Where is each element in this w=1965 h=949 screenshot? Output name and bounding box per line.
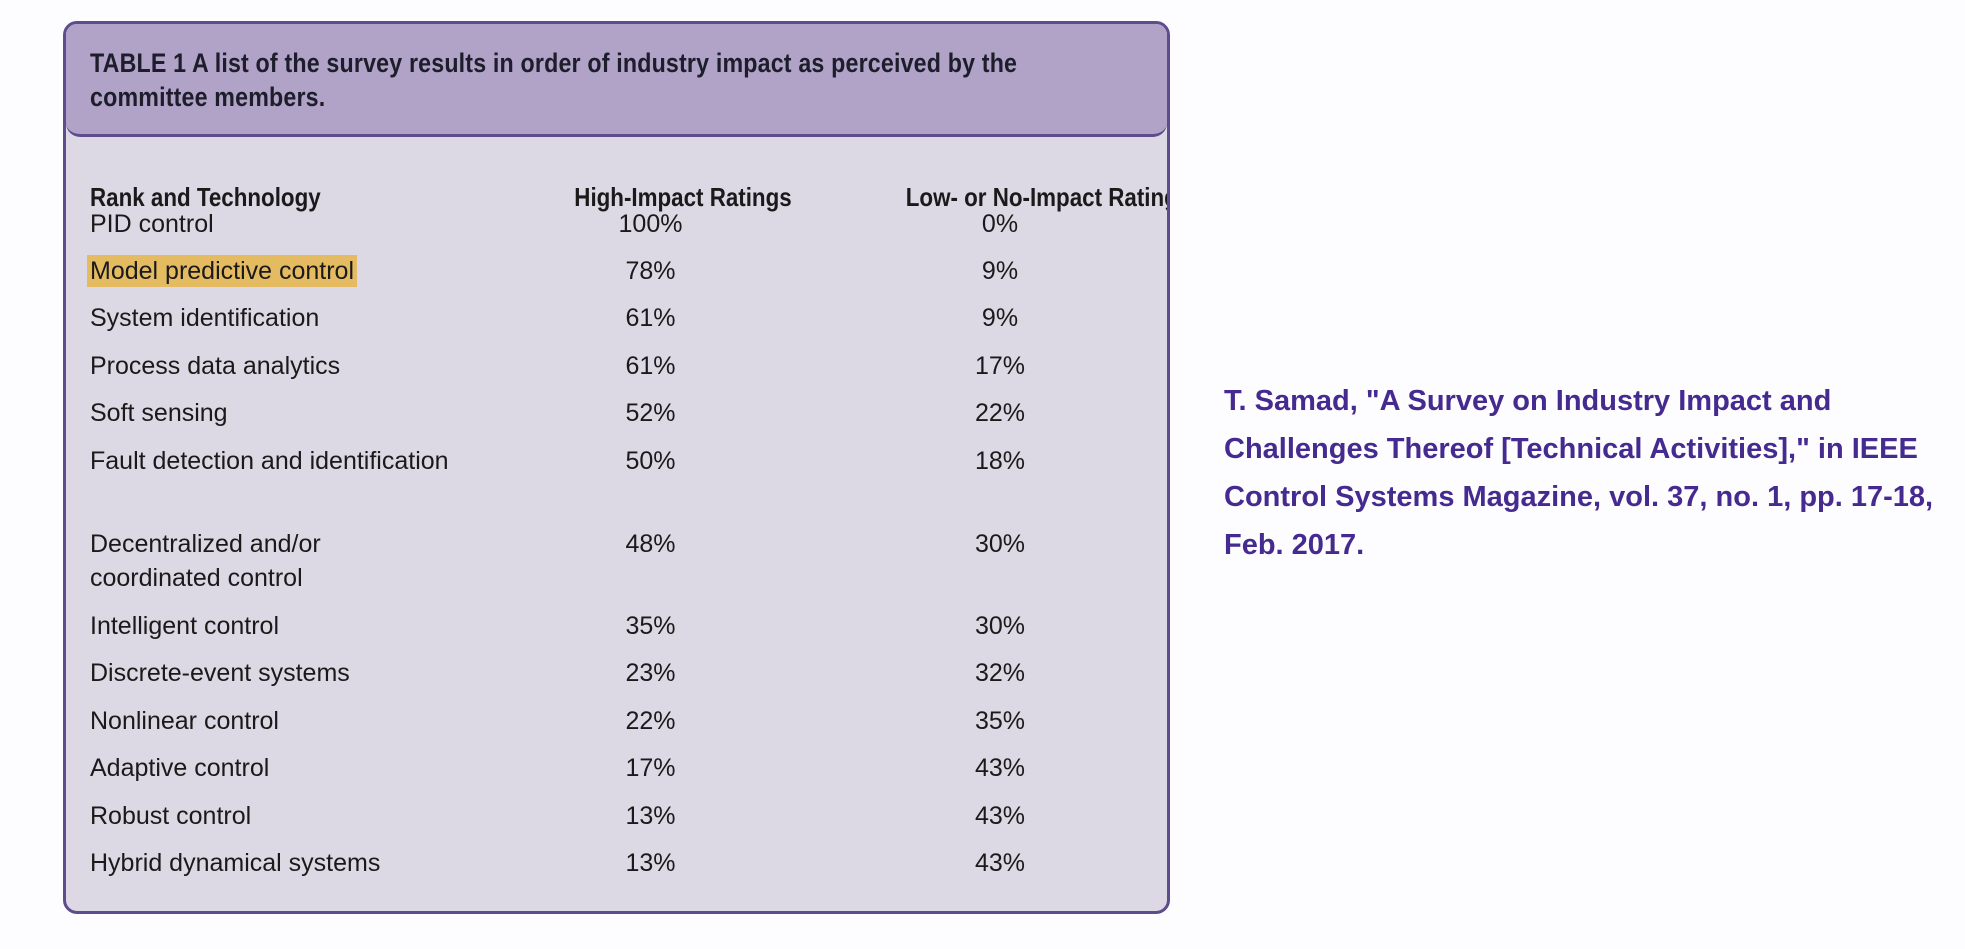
technology-cell: Robust control [90,799,450,833]
technology-cell: Process data analytics [90,349,450,383]
technology-cell: Intelligent control [90,609,450,643]
technology-cell: System identification [90,301,450,335]
low-impact-cell: 43% [974,849,1026,877]
high-impact-cell: 35% [625,612,676,640]
technology-name: Fault detection and identification [90,447,449,475]
low-impact-cell: 17% [974,352,1026,380]
survey-table: TABLE 1 A list of the survey results in … [63,21,1170,914]
low-impact-cell: 43% [974,754,1026,782]
low-impact-cell: 30% [974,530,1026,558]
technology-name: Decentralized and/or coordinated control [90,530,321,592]
high-impact-cell: 78% [625,257,676,285]
high-impact-cell: 61% [625,304,676,332]
technology-cell: Discrete-event systems [90,656,450,690]
technology-name: Robust control [90,802,252,830]
technology-name: Soft sensing [90,399,228,427]
technology-name: Adaptive control [90,754,270,782]
column-header-high-impact: High-Impact Ratings [574,182,792,212]
high-impact-cell: 23% [625,659,676,687]
technology-name: Nonlinear control [90,707,279,735]
high-impact-cell: 100% [618,210,683,238]
low-impact-cell: 35% [974,707,1026,735]
low-impact-cell: 43% [974,802,1026,830]
column-header-technology: Rank and Technology [90,182,321,212]
low-impact-cell: 30% [974,612,1026,640]
low-impact-cell: 18% [974,447,1026,475]
technology-cell: PID control [90,207,450,241]
technology-cell: Fault detection and identification [90,444,450,478]
high-impact-cell: 50% [625,447,676,475]
technology-name: Model predictive control [87,255,358,287]
high-impact-cell: 61% [625,352,676,380]
table-title: TABLE 1 A list of the survey results in … [90,48,1018,112]
technology-cell: Nonlinear control [90,704,450,738]
high-impact-cell: 13% [625,849,676,877]
technology-cell: Hybrid dynamical systems [90,846,450,880]
technology-cell: Adaptive control [90,751,450,785]
technology-cell: Soft sensing [90,396,450,430]
technology-name: System identification [90,304,320,332]
technology-name: Hybrid dynamical systems [90,849,381,877]
technology-cell: Decentralized and/or coordinated control [90,527,450,595]
high-impact-cell: 13% [625,802,676,830]
technology-name: Process data analytics [90,352,341,380]
column-header-low-impact: Low- or No-Impact Ratings [905,182,1170,212]
citation: T. Samad, "A Survey on Industry Impact a… [1224,385,1934,561]
low-impact-cell: 9% [981,304,1019,332]
technology-cell: Model predictive control [87,254,450,288]
low-impact-cell: 22% [974,399,1026,427]
table-header: TABLE 1 A list of the survey results in … [66,24,1167,137]
high-impact-cell: 48% [625,530,676,558]
high-impact-cell: 22% [625,707,676,735]
low-impact-cell: 32% [974,659,1026,687]
low-impact-cell: 0% [981,210,1019,238]
technology-name: PID control [90,210,214,238]
technology-name: Discrete-event systems [90,659,350,687]
high-impact-cell: 52% [625,399,676,427]
high-impact-cell: 17% [625,754,676,782]
technology-name: Intelligent control [90,612,280,640]
low-impact-cell: 9% [981,257,1019,285]
